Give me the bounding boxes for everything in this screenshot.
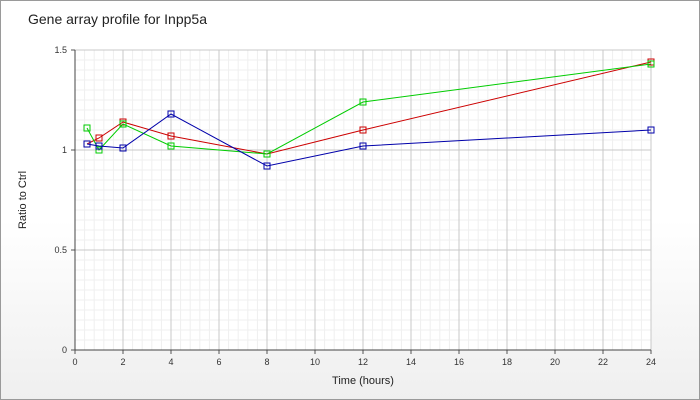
x-tick-label: 18 [502, 357, 512, 367]
x-tick-label: 10 [310, 357, 320, 367]
series-2-point [263, 150, 271, 158]
x-tick-label: 4 [168, 357, 173, 367]
x-tick-label: 2 [120, 357, 125, 367]
series-3-point [95, 142, 103, 150]
y-tick-label: 0 [62, 345, 67, 355]
series-1-point [95, 134, 103, 142]
x-tick-label: 22 [598, 357, 608, 367]
x-tick-label: 20 [550, 357, 560, 367]
y-tick-label: 0.5 [54, 245, 67, 255]
x-tick-label: 6 [216, 357, 221, 367]
chart-title: Gene array profile for Inpp5a [28, 11, 207, 27]
series-1-point [167, 132, 175, 140]
x-tick-label: 16 [454, 357, 464, 367]
series-2-point [647, 60, 655, 68]
y-tick-labels: 0 0.5 1 1.5 [54, 45, 67, 355]
x-tick-label: 14 [406, 357, 416, 367]
y-tick-label: 1.5 [54, 45, 67, 55]
series-3-point [359, 142, 367, 150]
series-2-point [95, 146, 103, 154]
series-2-point [167, 142, 175, 150]
series-3-point [83, 140, 91, 148]
x-tick-label: 0 [72, 357, 77, 367]
x-tick-label: 8 [264, 357, 269, 367]
series-2-point [83, 124, 91, 132]
series-2-line [86, 63, 652, 155]
series-3-point [167, 110, 175, 118]
series-1-point [359, 126, 367, 134]
series-2-point [359, 98, 367, 106]
y-tick-label: 1 [62, 145, 67, 155]
x-tick-label: 12 [358, 357, 368, 367]
x-tick-labels: 0 2 4 6 8 10 12 14 16 18 20 22 24 [72, 357, 656, 367]
series-1-line [86, 61, 652, 155]
series-3-point [647, 126, 655, 134]
series-group [83, 58, 655, 170]
y-axis-label: Ratio to Ctrl [17, 171, 29, 229]
x-axis-label: Time (hours) [332, 375, 394, 387]
series-2-point [119, 120, 127, 128]
series-3-point [119, 144, 127, 152]
series-3-line [86, 113, 652, 167]
major-grid [74, 49, 652, 351]
series-3-point [263, 162, 271, 170]
axes [71, 49, 652, 354]
x-tick-label: 24 [646, 357, 656, 367]
